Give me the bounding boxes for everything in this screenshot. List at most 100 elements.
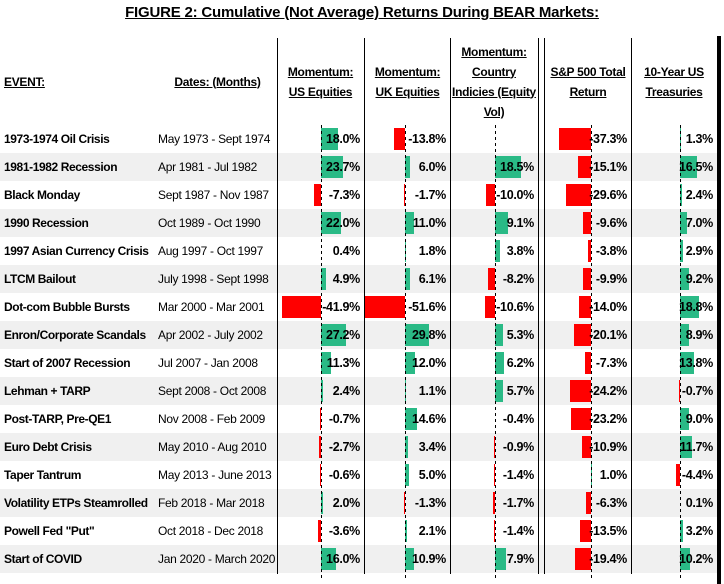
dates-cell: Apr 1981 - Jul 1982 (158, 160, 258, 174)
value-label: 7.9% (506, 552, 535, 566)
dates-cell: Mar 2000 - Mar 2001 (158, 300, 265, 314)
value-label: 10.2% (679, 552, 713, 566)
value-cell (450, 125, 538, 153)
header-line: 10-Year US (644, 64, 704, 79)
value-label: -0.6% (328, 468, 360, 482)
negative-databar (571, 408, 591, 430)
value-cell: -0.9% (450, 433, 538, 461)
value-label: -23.2% (589, 412, 627, 426)
value-cell: -1.3% (365, 489, 450, 517)
value-cell: 2.4% (277, 377, 364, 405)
value-cell: 4.9% (277, 265, 364, 293)
negative-databar (676, 464, 680, 486)
value-cell: 2.9% (631, 237, 717, 265)
negative-databar (583, 212, 591, 234)
grid-line (631, 38, 632, 574)
value-label: 23.7% (326, 160, 360, 174)
column-header-event: EVENT: (4, 74, 45, 89)
value-label: -1.7% (414, 188, 446, 202)
value-label: -1.3% (414, 496, 446, 510)
negative-databar (566, 184, 591, 206)
value-label: -8.2% (502, 272, 534, 286)
positive-databar (321, 548, 336, 570)
positive-databar (405, 548, 414, 570)
value-label: 9.1% (506, 216, 535, 230)
table-body: 1973-1974 Oil Crisis May 1973 - Sept 1974… (0, 125, 724, 573)
positive-databar (495, 240, 500, 262)
value-cell: 11.7% (631, 433, 717, 461)
value-cell: 7.9% (450, 545, 538, 573)
value-cell: -7.3% (277, 181, 364, 209)
value-cell: 1.8% (365, 237, 450, 265)
table-row: Taper Tantrum May 2013 - June 2013 -0.6% 5.… (0, 461, 717, 489)
event-cell: Euro Debt Crisis (4, 440, 92, 454)
value-label: -1.4% (502, 468, 534, 482)
value-label: 2.4% (332, 384, 361, 398)
header-line: Momentum: (461, 44, 527, 59)
value-label: 0.1% (685, 496, 714, 510)
value-label: 13.8% (679, 356, 713, 370)
table-row: Powell Fed "Put" Oct 2018 - Dec 2018 -3.6%… (0, 517, 717, 545)
value-cell: 7.0% (631, 209, 717, 237)
value-cell: 1.1% (365, 377, 450, 405)
value-label: 11.3% (326, 356, 361, 370)
dates-cell: Sept 2008 - Oct 2008 (158, 384, 267, 398)
value-cell: -20.1% (545, 321, 631, 349)
value-label: -13.8% (408, 132, 446, 146)
positive-databar (495, 548, 506, 570)
event-cell: Start of COVID (4, 552, 82, 566)
value-label: -7.3% (595, 356, 627, 370)
positive-databar (405, 408, 417, 430)
value-cell: -1.7% (450, 489, 538, 517)
zero-axis-10yr (680, 125, 681, 578)
value-label: -6.3% (595, 496, 627, 510)
event-cell: 1990 Recession (4, 216, 89, 230)
table-row: Start of 2007 Recession Jul 2007 - Jan 20… (0, 349, 717, 377)
value-label: -14.0% (589, 300, 627, 314)
negative-databar (578, 156, 591, 178)
value-label: 6.0% (418, 160, 447, 174)
negative-databar (364, 296, 405, 318)
header-line: Momentum: (374, 64, 441, 79)
positive-databar (405, 324, 429, 346)
value-label: 0.4% (332, 244, 361, 258)
negative-databar (494, 464, 495, 486)
value-cell: -37.3% (545, 125, 631, 153)
value-cell: 10.2% (631, 545, 717, 573)
value-cell: -51.6% (364, 293, 450, 321)
header-line: Momentum: (287, 64, 354, 79)
event-cell: Post-TARP, Pre-QE1 (4, 412, 112, 426)
header-line: S&P 500 Total (550, 64, 626, 79)
value-cell: -0.4% (450, 405, 538, 433)
value-label: -41.9% (322, 300, 360, 314)
negative-databar (320, 408, 321, 430)
negative-databar (679, 380, 680, 402)
dates-cell: Oct 1989 - Oct 1990 (158, 216, 261, 230)
positive-databar (321, 380, 323, 402)
value-label: 18.8% (679, 300, 713, 314)
value-cell: -3.6% (277, 517, 364, 545)
column-header-dates: Dates: (Months) (174, 74, 261, 89)
value-label: 4.9% (332, 272, 361, 286)
value-cell: -10.9% (545, 433, 631, 461)
table-row: Volatility ETPs Steamrolled Feb 2018 - Ma… (0, 489, 717, 517)
negative-databar (320, 464, 321, 486)
dates-cell: Jul 2007 - Jan 2008 (158, 356, 258, 370)
value-label: -3.8% (595, 244, 627, 258)
positive-databar (405, 212, 414, 234)
event-cell: LTCM Bailout (4, 272, 76, 286)
value-label: 29.8% (412, 328, 446, 342)
value-cell: 18.0% (277, 125, 364, 153)
dates-cell: Oct 2018 - Dec 2018 (158, 524, 264, 538)
value-label: -1.7% (502, 496, 534, 510)
value-cell: -8.2% (450, 265, 538, 293)
value-label: 1.3% (685, 132, 714, 146)
value-label: 2.0% (332, 496, 361, 510)
value-cell: -41.9% (277, 293, 364, 321)
header-line: Vol) (483, 104, 505, 119)
value-label: 16.0% (326, 552, 360, 566)
grid-line (277, 38, 278, 574)
value-cell: 23.7% (277, 153, 364, 181)
header-line: UK Equities (375, 84, 440, 99)
header-line: Country (472, 64, 516, 79)
